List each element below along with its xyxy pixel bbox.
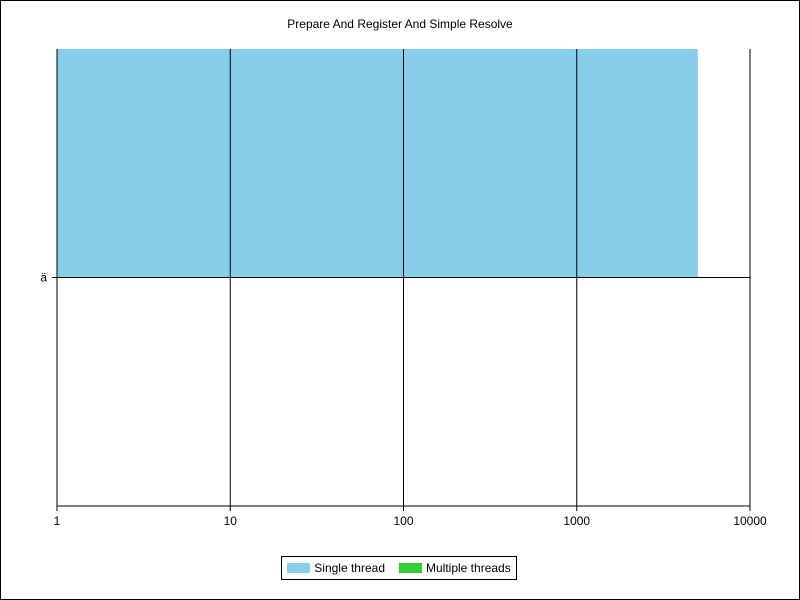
x-tick-label-0: 1 [54, 514, 61, 528]
y-tick-label-0: ä [40, 271, 47, 285]
x-tick-label-1: 10 [224, 514, 238, 528]
bar-single-thread-0 [57, 49, 698, 278]
legend-swatch-single-thread [287, 563, 311, 573]
chart-title: Prepare And Register And Simple Resolve [287, 17, 513, 31]
legend-item-single-thread: Single thread [287, 561, 385, 575]
x-tick-label-2: 100 [393, 514, 413, 528]
x-tick-label-4: 10000 [733, 514, 767, 528]
x-tick-label-3: 1000 [563, 514, 590, 528]
legend-swatch-multiple-threads [399, 563, 422, 573]
chart-legend: Single thread Multiple threads [281, 556, 517, 580]
legend-item-multiple-threads: Multiple threads [399, 561, 511, 575]
legend-label-single-thread: Single thread [314, 561, 385, 575]
legend-label-multiple-threads: Multiple threads [426, 561, 511, 575]
